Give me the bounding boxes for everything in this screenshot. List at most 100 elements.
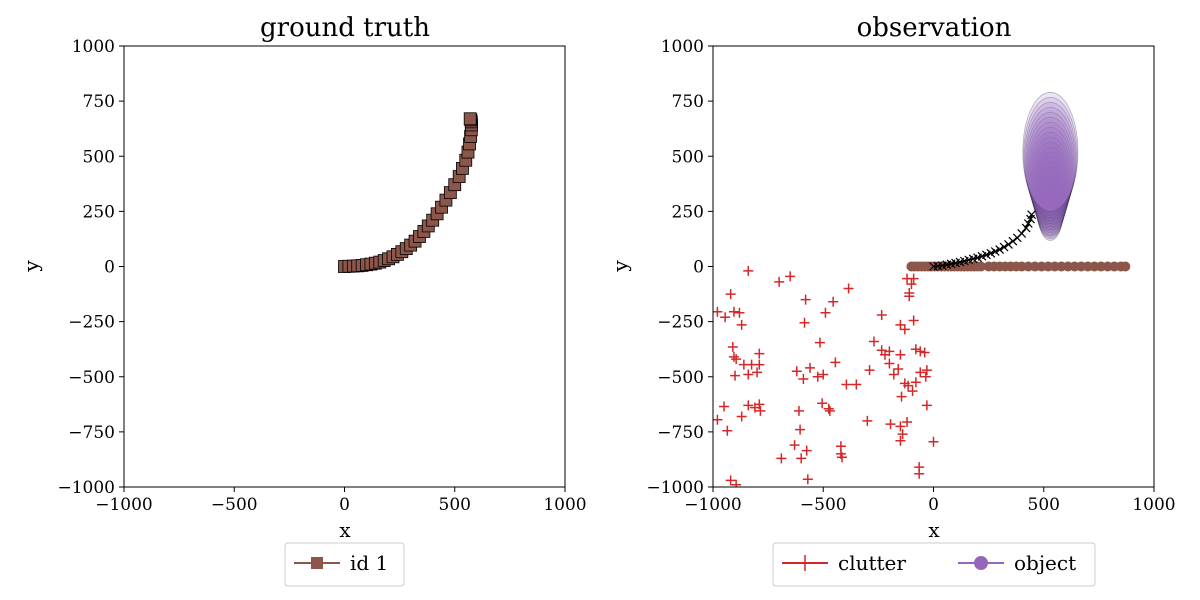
clutter-marker bbox=[904, 287, 915, 298]
covariance-ellipse bbox=[1035, 176, 1065, 238]
x-tick-label: 1000 bbox=[543, 495, 586, 515]
y-tick-label: 1000 bbox=[661, 37, 704, 57]
y-tick-label: 750 bbox=[672, 92, 704, 112]
clutter-marker bbox=[795, 424, 806, 435]
covariance-ellipse bbox=[1027, 121, 1074, 221]
clutter-marker bbox=[915, 346, 926, 357]
covariance-ellipse bbox=[1030, 141, 1071, 228]
clutter-marker bbox=[719, 401, 730, 412]
observation-panel: −1000 −500 0 500 1000 −1000 −750 −500 −250 0 250 50… bbox=[646, 37, 1175, 515]
clutter-marker bbox=[885, 419, 896, 430]
x-tick-label: −1000 bbox=[95, 495, 153, 515]
covariance-ellipse bbox=[1029, 136, 1072, 226]
clutter-marker bbox=[888, 369, 899, 380]
covariance-ellipse bbox=[1026, 116, 1075, 220]
y-tick-label: 0 bbox=[693, 258, 704, 278]
clutter-marker bbox=[774, 276, 785, 287]
y-tick-label: 1000 bbox=[72, 37, 115, 57]
clutter-marker bbox=[755, 405, 766, 416]
clutter-marker bbox=[791, 366, 802, 377]
clutter-marker bbox=[920, 371, 931, 382]
x-tick-label: 0 bbox=[928, 495, 939, 515]
clutter-marker bbox=[884, 346, 895, 357]
clutter-marker bbox=[754, 359, 765, 370]
x-tick-label: −500 bbox=[211, 495, 258, 515]
ground-truth-legend: id 1 bbox=[284, 542, 405, 587]
clutter-marker bbox=[884, 358, 895, 369]
clutter-marker bbox=[801, 445, 812, 456]
clutter-marker bbox=[895, 421, 906, 432]
clutter-marker bbox=[728, 306, 739, 317]
clutter-marker bbox=[907, 386, 918, 397]
x-tick-label: −500 bbox=[800, 495, 847, 515]
clutter-marker bbox=[895, 349, 906, 360]
legend-frame bbox=[772, 542, 1096, 587]
covariance-ellipse bbox=[1022, 91, 1079, 212]
covariance-ellipse bbox=[1033, 161, 1068, 234]
object-detection-marker bbox=[975, 261, 986, 272]
x-tick-label: 500 bbox=[439, 495, 471, 515]
clutter-marker bbox=[836, 452, 847, 463]
clutter-marker bbox=[908, 315, 919, 326]
clutter-marker bbox=[928, 436, 939, 447]
clutter-marker bbox=[910, 377, 921, 388]
y-tick-label: −500 bbox=[68, 368, 115, 388]
legend-label-clutter: clutter bbox=[838, 551, 906, 575]
estimated-track-marker bbox=[1023, 219, 1033, 228]
clutter-marker bbox=[862, 415, 873, 426]
clutter-marker bbox=[798, 373, 809, 384]
object-detection-marker bbox=[1120, 261, 1131, 272]
clutter-marker bbox=[802, 474, 813, 485]
clutter-marker bbox=[818, 369, 829, 380]
observation-y-label: y bbox=[608, 260, 632, 273]
y-tick-label: −750 bbox=[657, 423, 704, 443]
clutter-marker bbox=[720, 312, 731, 323]
clutter-marker bbox=[851, 379, 862, 390]
y-tick-label: 500 bbox=[83, 147, 115, 167]
clutter-marker bbox=[906, 279, 917, 290]
clutter-marker bbox=[752, 367, 763, 378]
estimated-track-marker bbox=[1027, 210, 1037, 220]
clutter-marker bbox=[895, 319, 906, 330]
covariance-ellipse bbox=[1028, 131, 1072, 224]
clutter-marker bbox=[725, 289, 736, 300]
clutter-marker bbox=[843, 283, 854, 294]
covariance-ellipse bbox=[1031, 146, 1070, 229]
clutter-marker bbox=[915, 367, 926, 378]
clutter-marker bbox=[728, 351, 739, 362]
estimated-track-marker bbox=[1008, 236, 1018, 246]
y-tick-label: −250 bbox=[68, 313, 115, 333]
clutter-marker bbox=[824, 405, 835, 416]
estimated-track-marker bbox=[990, 247, 1000, 256]
clutter-marker bbox=[805, 362, 816, 373]
clutter-marker bbox=[820, 307, 831, 318]
x-tick-label: 0 bbox=[339, 495, 350, 515]
clutter-marker bbox=[713, 306, 723, 317]
clutter-marker bbox=[722, 425, 733, 436]
trajectory-marker bbox=[463, 112, 477, 126]
clutter-marker bbox=[754, 348, 765, 359]
clutter-marker bbox=[899, 324, 910, 335]
ground-truth-title: ground truth bbox=[260, 13, 430, 43]
x-tick-label: 500 bbox=[1028, 495, 1060, 515]
covariance-ellipse bbox=[1023, 96, 1078, 214]
observation-legend: clutter object bbox=[772, 542, 1096, 587]
clutter-marker bbox=[743, 369, 754, 380]
clutter-marker bbox=[734, 307, 745, 318]
estimated-track-marker bbox=[1004, 240, 1013, 249]
clutter-marker bbox=[828, 296, 839, 307]
ground-truth-y-label: y bbox=[19, 260, 43, 273]
clutter-marker bbox=[743, 400, 754, 411]
covariance-ellipse bbox=[1037, 186, 1064, 241]
clutter-marker bbox=[776, 453, 787, 464]
legend-circle-marker bbox=[974, 556, 988, 570]
x-tick-label: 1000 bbox=[1132, 495, 1175, 515]
clutter-marker bbox=[823, 403, 834, 414]
clutter-marker bbox=[864, 365, 875, 376]
clutter-marker bbox=[814, 337, 825, 348]
covariance-ellipse bbox=[1032, 156, 1068, 232]
covariance-ellipse bbox=[1036, 181, 1064, 240]
clutter-marker bbox=[868, 336, 879, 347]
legend-label-id-1: id 1 bbox=[350, 551, 388, 575]
